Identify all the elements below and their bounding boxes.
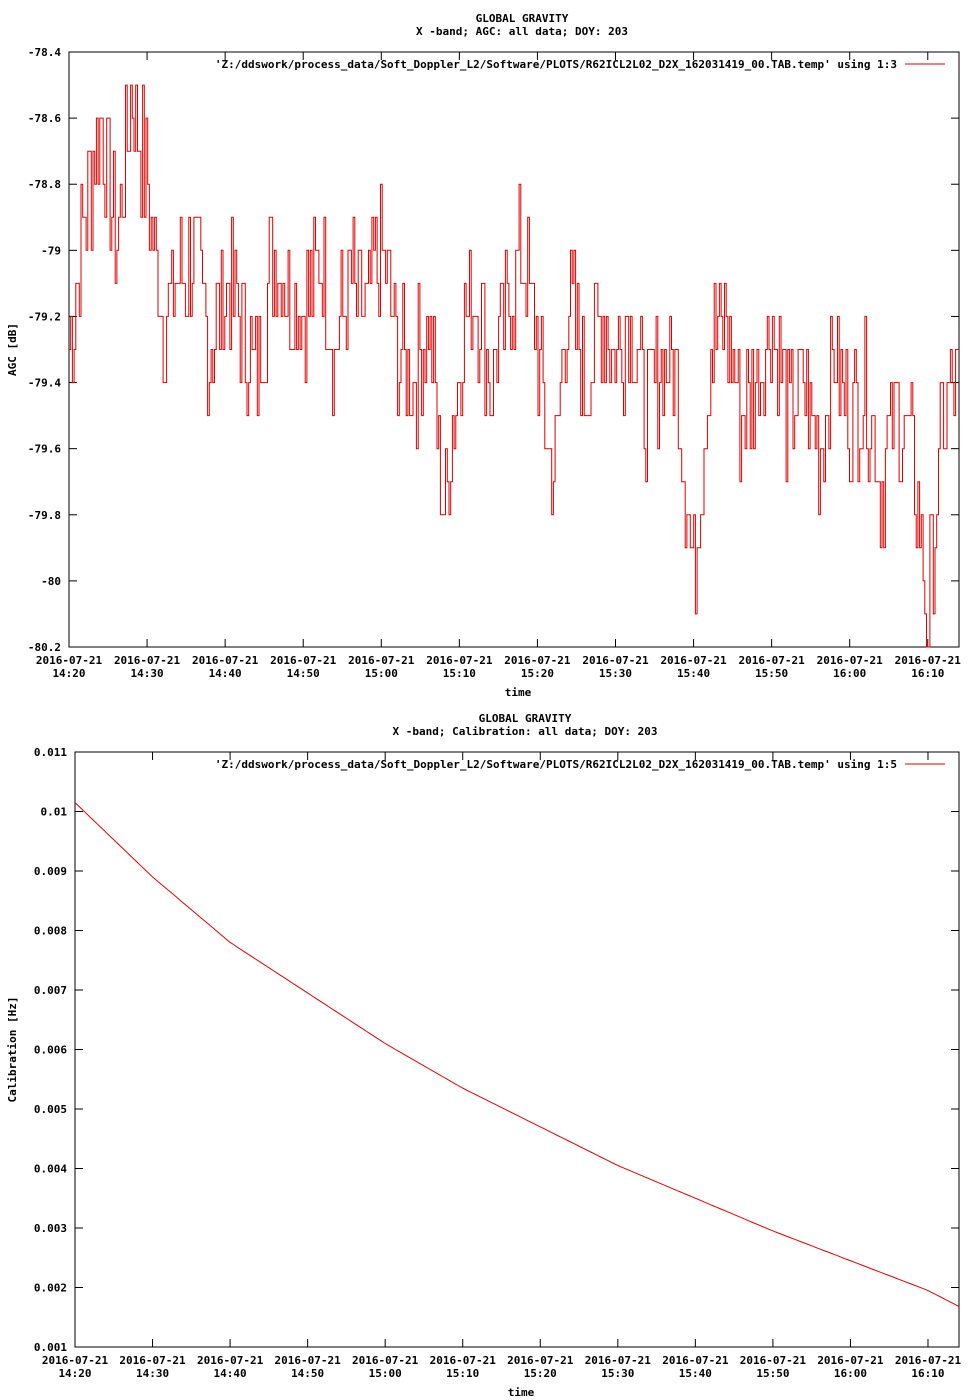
x-tick-time-label: 15:00 — [369, 1367, 402, 1380]
x-tick-time-label: 14:30 — [136, 1367, 169, 1380]
x-tick-date-label: 2016-07-21 — [192, 654, 259, 667]
x-tick-time-label: 16:10 — [911, 1367, 944, 1380]
y-tick-label: -78.8 — [28, 178, 61, 191]
x-tick-time-label: 14:40 — [209, 667, 242, 680]
x-tick-date-label: 2016-07-21 — [352, 1354, 419, 1367]
plot-frame — [74, 751, 960, 1348]
x-tick-date-label: 2016-07-21 — [114, 654, 181, 667]
y-tick-label: 0.001 — [34, 1341, 67, 1354]
x-tick-time-label: 14:20 — [58, 1367, 91, 1380]
x-tick-time-label: 15:00 — [365, 667, 398, 680]
x-tick-date-label: 2016-07-21 — [740, 1354, 807, 1367]
x-tick-time-label: 14:30 — [131, 667, 164, 680]
y-tick-label: -78.4 — [28, 46, 61, 59]
y-tick-label: -78.6 — [28, 112, 61, 125]
y-tick-label: 0.006 — [34, 1044, 67, 1057]
y-tick-label: 0.002 — [34, 1282, 67, 1295]
y-tick-label: -80 — [41, 575, 61, 588]
chart-title: GLOBAL GRAVITY — [479, 712, 572, 725]
x-tick-date-label: 2016-07-21 — [270, 654, 337, 667]
y-tick-label: -79 — [41, 244, 61, 257]
chart-title: GLOBAL GRAVITY — [476, 12, 569, 25]
x-tick-date-label: 2016-07-21 — [662, 1354, 729, 1367]
x-tick-date-label: 2016-07-21 — [507, 1354, 574, 1367]
x-tick-date-label: 2016-07-21 — [817, 1354, 884, 1367]
x-tick-date-label: 2016-07-21 — [275, 1354, 342, 1367]
x-tick-time-label: 14:40 — [214, 1367, 247, 1380]
x-tick-date-label: 2016-07-21 — [660, 654, 727, 667]
x-axis-label: time — [505, 686, 532, 699]
x-tick-time-label: 15:50 — [756, 1367, 789, 1380]
y-tick-label: 0.01 — [41, 806, 68, 819]
x-tick-time-label: 14:50 — [287, 667, 320, 680]
y-tick-label: -80.2 — [28, 641, 61, 654]
y-axis-label: AGC [dB] — [6, 323, 19, 376]
chart-subtitle: X -band; AGC: all data; DOY: 203 — [416, 25, 628, 38]
x-tick-date-label: 2016-07-21 — [585, 1354, 652, 1367]
x-tick-date-label: 2016-07-21 — [42, 1354, 109, 1367]
x-tick-time-label: 15:40 — [679, 1367, 712, 1380]
y-tick-label: -79.6 — [28, 443, 61, 456]
x-tick-date-label: 2016-07-21 — [119, 1354, 186, 1367]
chart-subtitle: X -band; Calibration: all data; DOY: 203 — [393, 725, 658, 738]
x-tick-date-label: 2016-07-21 — [504, 654, 571, 667]
x-tick-date-label: 2016-07-21 — [348, 654, 415, 667]
x-tick-time-label: 15:50 — [755, 667, 788, 680]
x-axis-label: time — [508, 1386, 535, 1399]
y-axis-label: Calibration [Hz] — [6, 997, 19, 1103]
x-tick-date-label: 2016-07-21 — [582, 654, 649, 667]
y-tick-label: 0.003 — [34, 1222, 67, 1235]
y-tick-label: -79.8 — [28, 509, 61, 522]
x-tick-time-label: 14:50 — [291, 1367, 324, 1380]
x-tick-time-label: 15:30 — [599, 667, 632, 680]
x-tick-date-label: 2016-07-21 — [895, 1354, 962, 1367]
x-tick-date-label: 2016-07-21 — [426, 654, 493, 667]
x-tick-time-label: 15:20 — [524, 1367, 557, 1380]
y-tick-label: 0.004 — [34, 1163, 67, 1176]
x-tick-date-label: 2016-07-21 — [197, 1354, 264, 1367]
y-tick-label: 0.011 — [34, 746, 67, 759]
x-tick-time-label: 14:20 — [52, 667, 85, 680]
series-line — [69, 84, 959, 648]
x-tick-date-label: 2016-07-21 — [36, 654, 103, 667]
x-tick-date-label: 2016-07-21 — [739, 654, 806, 667]
x-tick-date-label: 2016-07-21 — [430, 1354, 497, 1367]
x-tick-time-label: 15:20 — [521, 667, 554, 680]
x-tick-time-label: 15:40 — [677, 667, 710, 680]
y-tick-label: 0.009 — [34, 865, 67, 878]
y-tick-label: 0.008 — [34, 925, 67, 938]
x-tick-date-label: 2016-07-21 — [817, 654, 884, 667]
x-tick-time-label: 15:10 — [443, 667, 476, 680]
x-tick-time-label: 16:10 — [911, 667, 944, 680]
x-tick-time-label: 16:00 — [834, 1367, 867, 1380]
legend-label: 'Z:/ddswork/process_data/Soft_Doppler_L2… — [215, 58, 897, 71]
series-line — [74, 802, 960, 1307]
x-tick-time-label: 16:00 — [833, 667, 866, 680]
legend-label: 'Z:/ddswork/process_data/Soft_Doppler_L2… — [215, 758, 897, 771]
y-tick-label: -79.4 — [28, 377, 61, 390]
y-tick-label: -79.2 — [28, 310, 61, 323]
x-tick-time-label: 15:10 — [446, 1367, 479, 1380]
x-tick-time-label: 15:30 — [601, 1367, 634, 1380]
x-tick-date-label: 2016-07-21 — [895, 654, 962, 667]
y-tick-label: 0.007 — [34, 984, 67, 997]
y-tick-label: 0.005 — [34, 1103, 67, 1116]
